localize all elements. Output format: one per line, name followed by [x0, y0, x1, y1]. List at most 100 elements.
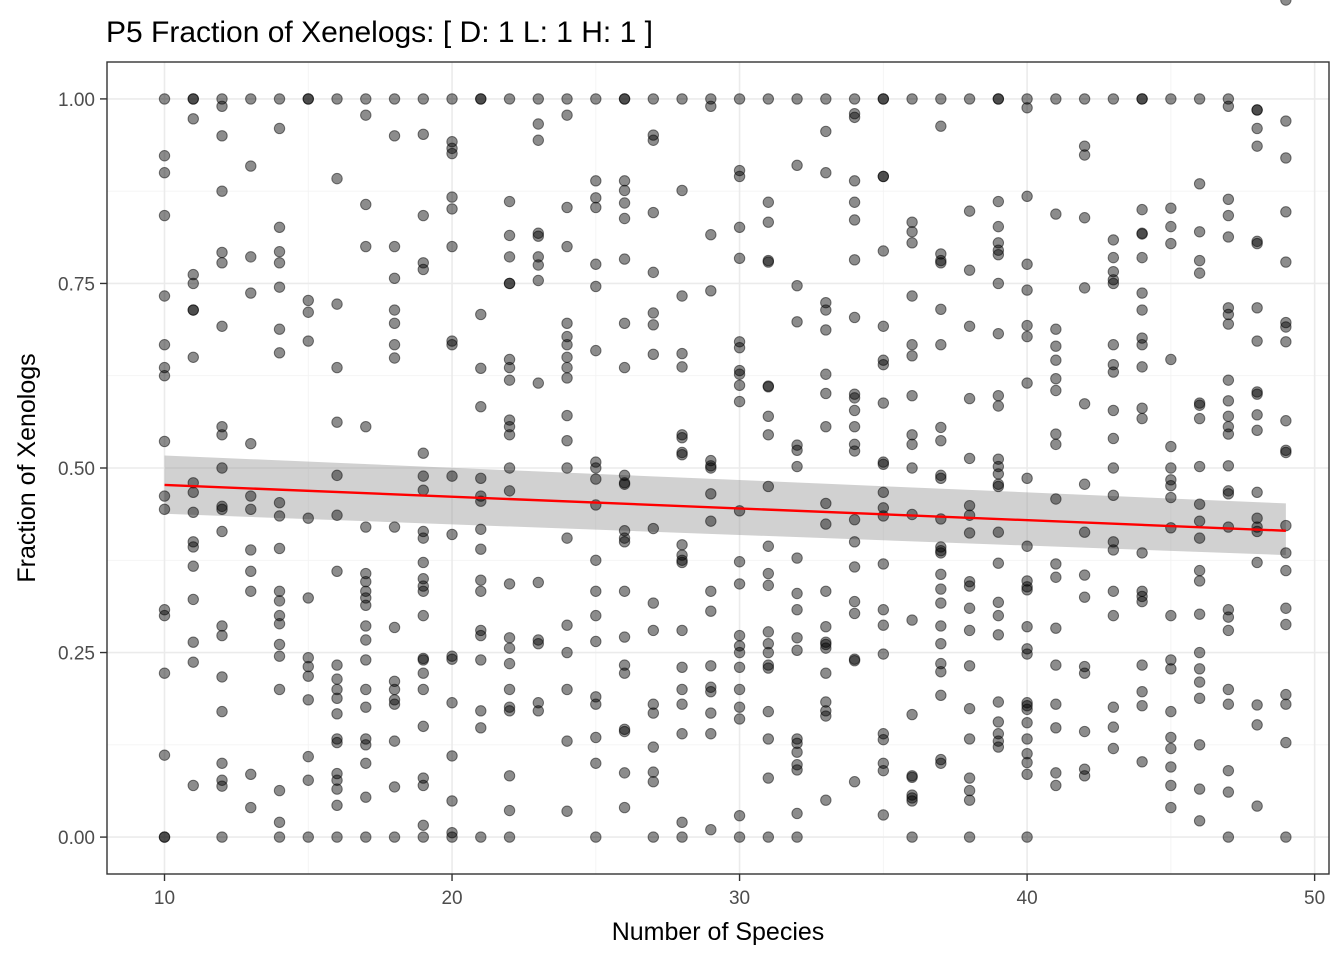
data-point — [1136, 361, 1148, 373]
data-point — [273, 221, 286, 234]
data-point — [1193, 532, 1206, 544]
x-axis-title: Number of Species — [612, 918, 825, 946]
x-tick-label: 10 — [154, 888, 175, 909]
data-point — [1251, 512, 1263, 524]
data-point — [1251, 699, 1263, 711]
plot-panel — [106, 0, 1330, 875]
data-point — [475, 362, 487, 375]
data-point — [532, 377, 544, 389]
data-point — [992, 629, 1005, 641]
data-point — [992, 696, 1005, 708]
data-point — [963, 602, 976, 614]
data-point — [618, 317, 631, 330]
data-point — [992, 195, 1005, 208]
data-point — [532, 134, 544, 146]
data-point — [360, 521, 372, 533]
data-point — [992, 93, 1005, 105]
data-point — [848, 107, 861, 120]
data-point — [676, 683, 688, 696]
data-point — [762, 626, 775, 638]
data-point — [877, 764, 890, 777]
data-point — [906, 614, 918, 626]
data-point — [158, 209, 171, 222]
data-point — [1136, 251, 1148, 264]
data-point — [1222, 308, 1235, 321]
data-point — [561, 532, 573, 544]
data-point — [417, 585, 429, 597]
data-point — [877, 458, 890, 471]
data-point — [245, 768, 257, 781]
data-point — [503, 705, 516, 717]
data-point — [388, 683, 401, 696]
data-point — [273, 650, 286, 662]
data-point — [733, 221, 746, 234]
data-point — [245, 565, 257, 578]
data-point — [245, 801, 257, 814]
data-point — [848, 111, 861, 124]
data-point — [733, 646, 746, 659]
data-point — [1107, 93, 1120, 105]
data-point — [1193, 663, 1206, 675]
data-point — [503, 632, 516, 644]
data-point — [762, 567, 775, 580]
data-point — [1280, 831, 1292, 843]
data-point — [935, 513, 947, 525]
data-point — [503, 195, 516, 208]
data-point — [1107, 366, 1120, 378]
data-point — [158, 150, 171, 162]
data-point — [906, 792, 918, 804]
data-point — [1021, 93, 1033, 105]
data-point — [590, 175, 602, 187]
data-point — [158, 93, 171, 105]
data-point — [1193, 460, 1206, 473]
data-point — [331, 509, 343, 521]
data-point — [647, 206, 660, 219]
data-point — [848, 776, 861, 788]
data-point — [791, 444, 803, 456]
data-point — [762, 381, 775, 393]
data-point — [561, 805, 573, 817]
data-point — [848, 607, 861, 620]
data-point — [475, 722, 487, 734]
data-point — [1251, 388, 1263, 400]
data-point — [503, 578, 516, 590]
data-point — [1021, 472, 1033, 485]
data-point — [158, 167, 171, 179]
data-point — [561, 434, 573, 447]
data-point — [1107, 277, 1120, 290]
data-point — [963, 499, 976, 512]
data-point — [158, 604, 171, 616]
data-point — [1021, 284, 1033, 296]
data-point — [1193, 412, 1206, 425]
data-point — [1280, 415, 1292, 427]
data-point — [331, 783, 343, 795]
data-point — [791, 552, 803, 564]
grid-lines — [107, 62, 1329, 874]
data-point — [590, 93, 602, 105]
data-point — [935, 689, 947, 702]
data-point — [618, 175, 631, 187]
data-point — [733, 164, 746, 177]
data-point — [532, 274, 544, 287]
data-point — [906, 339, 918, 351]
data-point — [1251, 237, 1263, 250]
data-point — [388, 93, 401, 105]
data-point — [360, 654, 372, 666]
data-point — [1050, 372, 1062, 385]
data-point — [1280, 519, 1292, 532]
data-point — [273, 542, 286, 555]
data-point — [992, 277, 1005, 290]
data-point — [935, 434, 947, 447]
data-point — [935, 469, 947, 482]
data-point — [360, 420, 372, 433]
data-point — [963, 392, 976, 405]
data-point — [360, 791, 372, 803]
data-point — [1078, 591, 1091, 603]
data-point — [647, 319, 660, 331]
data-point — [791, 831, 803, 843]
data-point — [475, 472, 487, 485]
data-point — [877, 604, 890, 616]
data-point — [1193, 575, 1206, 587]
data-point — [705, 285, 717, 297]
data-point — [791, 159, 803, 172]
